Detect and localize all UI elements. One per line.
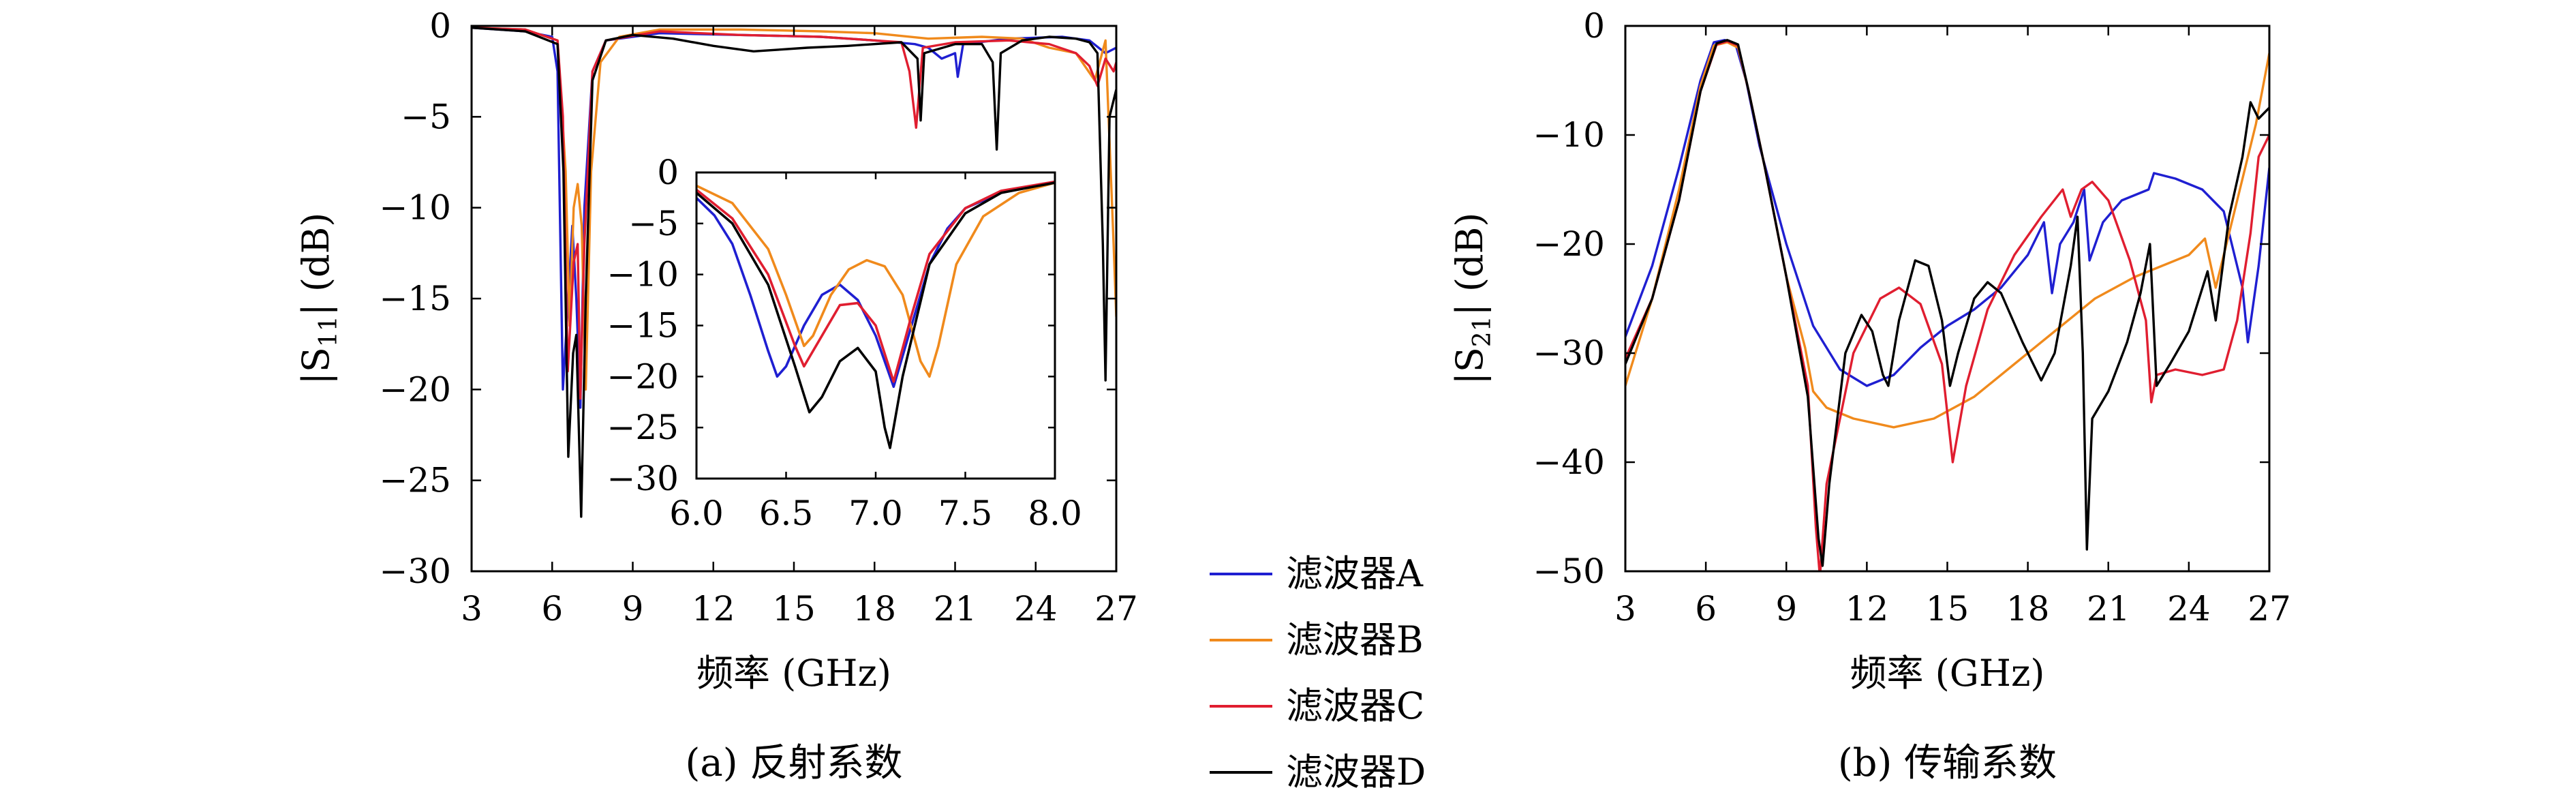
inset-x-tick-label: 7.0 [848, 494, 903, 533]
panel-b-caption: (b) 传输系数 [1838, 741, 2057, 785]
panel-a-y-tick-label: −15 [379, 279, 451, 318]
panel-b-x-tick-label: 27 [2248, 589, 2291, 629]
inset-x-tick-label: 6.0 [669, 494, 724, 533]
inset-x-tick-label: 8.0 [1028, 494, 1082, 533]
panel-b-y-tick-label: −10 [1533, 115, 1605, 155]
y-axis-label-main: |S [1448, 347, 1491, 384]
panel-a-series-line-d [472, 27, 1116, 518]
panel-a-caption: (a) 反射系数 [686, 741, 903, 785]
panel-b-series-group [1625, 39, 2269, 571]
panel-b-y-tick-label: 0 [1583, 6, 1605, 46]
legend-label-c: 滤波器C [1286, 684, 1424, 727]
panel-b-x-tick-label: 24 [2167, 589, 2211, 629]
panel-a-y-axis-label: |S11| (dB) [294, 213, 343, 385]
panel-b-y-tick-label: −20 [1533, 224, 1605, 264]
panel-b-y-axis-label: |S21| (dB) [1448, 213, 1497, 385]
panel-b-x-tick-label: 12 [1845, 589, 1889, 629]
legend-label-d: 滤波器D [1286, 751, 1426, 794]
inset-y-tick-label: −30 [607, 459, 679, 498]
panel-a-x-tick-label: 24 [1014, 589, 1058, 629]
panel-b-series-line-d [1625, 39, 2269, 567]
panel-b-x-tick-label: 18 [2006, 589, 2050, 629]
panel-a-x-tick-label: 3 [461, 589, 482, 629]
panel-a-series-line-c [472, 27, 1116, 400]
panel-a-y-tick-label: −25 [379, 461, 451, 500]
panel-a-x-tick-label: 15 [772, 589, 816, 629]
legend-label-a: 滤波器A [1286, 552, 1424, 595]
y-axis-label-main: |S [294, 347, 337, 384]
legend: 滤波器A 滤波器B 滤波器C 滤波器D [1210, 552, 1426, 794]
panel-a-x-tick-label: 21 [934, 589, 977, 629]
panel-a-y-tick-label: −5 [401, 97, 451, 136]
inset-series-line-a [696, 180, 1055, 389]
panel-a-x-tick-label: 12 [692, 589, 735, 629]
inset-x-tick-label: 7.5 [938, 494, 993, 533]
y-axis-label-unit: | (dB) [1448, 213, 1491, 316]
inset-series-group [696, 180, 1055, 449]
panel-a-y-tick-label: 0 [429, 6, 451, 46]
panel-a-y-tick-label: −20 [379, 369, 451, 409]
inset-y-tick-label: −20 [607, 357, 679, 396]
inset-series-line-d [696, 181, 1055, 449]
panel-a-x-tick-label: 18 [853, 589, 896, 629]
inset-y-tick-label: −10 [607, 255, 679, 294]
y-axis-label-subscript: 11 [315, 316, 343, 347]
panel-b-plot-frame [1624, 25, 2271, 573]
panel-a-x-tick-label: 9 [622, 589, 644, 629]
panel-b-series-line-a [1625, 39, 2269, 387]
panel-b-x-tick-label: 15 [1926, 589, 1969, 629]
panel-a-y-tick-label: −10 [379, 188, 451, 228]
panel-b-x-tick-label: 9 [1775, 589, 1797, 629]
y-axis-label-subscript: 21 [1469, 316, 1497, 347]
panel-b-x-tick-label: 6 [1695, 589, 1717, 629]
inset-series-line-b [696, 181, 1055, 378]
panel-a-reflection-chart: 3 6 9 12 15 18 21 24 27 0 −5 −10 −15 −20 −25 −30 频率 (GHz… [294, 6, 1138, 785]
inset-series-line-c [696, 180, 1055, 383]
inset-x-tick-label: 6.5 [759, 494, 814, 533]
inset-y-tick-label: −15 [607, 306, 679, 346]
inset-y-tick-label: −5 [628, 204, 679, 243]
inset-y-tick-label: −25 [607, 408, 679, 447]
panel-b-y-tick-label: −50 [1533, 551, 1605, 591]
panel-a-y-tick-label: −30 [379, 551, 451, 591]
inset-zoom-chart: 6.0 6.5 7.0 7.5 8.0 0 −5 −10 −15 −20 −25 −30 [607, 153, 1082, 533]
panel-b-y-tick-label: −30 [1533, 333, 1605, 373]
panel-a-x-tick-label: 27 [1094, 589, 1138, 629]
y-axis-label-unit: | (dB) [294, 213, 337, 316]
panel-b-series-line-c [1625, 40, 2269, 571]
panel-a-x-axis-label: 频率 (GHz) [696, 652, 891, 695]
panel-b-x-axis-label: 频率 (GHz) [1850, 652, 2045, 695]
legend-label-b: 滤波器B [1286, 618, 1424, 661]
inset-y-tick-label: 0 [657, 153, 679, 192]
panel-b-y-tick-label: −40 [1533, 442, 1605, 482]
panel-a-series-group [472, 27, 1116, 518]
panel-b-transmission-chart: 3 6 9 12 15 18 21 24 27 0 −10 −20 −30 −40 −50 频率 (GHz) (… [1448, 6, 2291, 785]
panel-a-x-tick-label: 6 [541, 589, 563, 629]
panel-b-x-tick-label: 21 [2087, 589, 2130, 629]
panel-b-x-tick-label: 3 [1614, 589, 1636, 629]
